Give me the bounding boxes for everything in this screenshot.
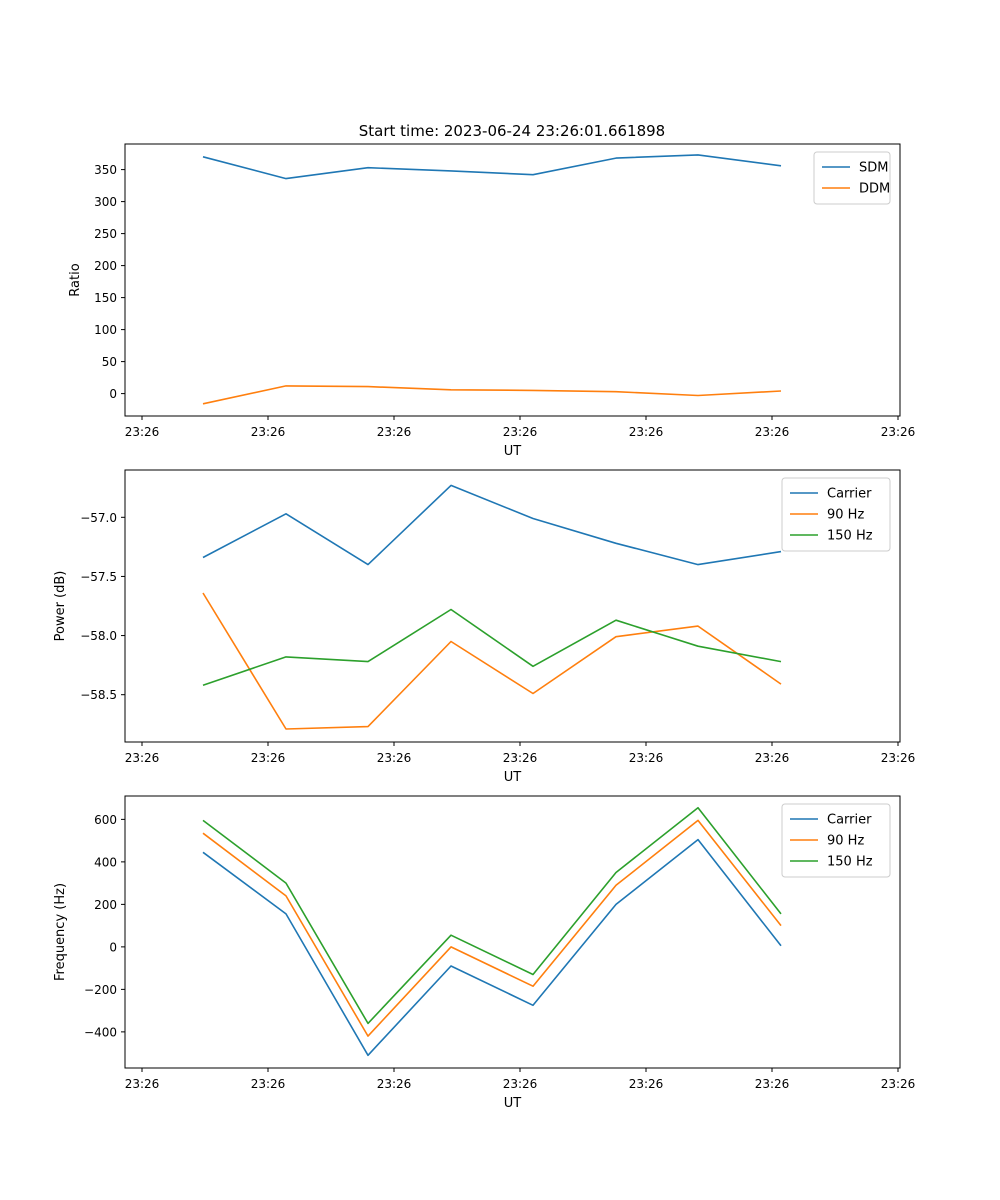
legend-label: DDM	[859, 182, 890, 197]
legend: Carrier 90 Hz 150 Hz	[781, 477, 891, 552]
y-tick-label: 400	[94, 855, 117, 869]
x-tick-label: 23:26	[755, 1077, 790, 1091]
x-tick-label: 23:26	[755, 425, 790, 439]
x-tick-label: 23:26	[503, 425, 538, 439]
y-tick-label: 200	[94, 898, 117, 912]
legend-label: 90 Hz	[827, 508, 864, 523]
x-axis-label: UT	[504, 444, 522, 459]
y-tick-label: −57.0	[80, 511, 117, 525]
legend: Carrier 90 Hz 150 Hz	[781, 803, 891, 878]
legend-label: SDM	[859, 161, 888, 176]
legend-box	[813, 151, 891, 205]
y-tick-label: −58.0	[80, 629, 117, 643]
x-tick-label: 23:26	[881, 751, 916, 765]
y-tick-label: 100	[94, 323, 117, 337]
legend: SDM DDM	[813, 151, 891, 205]
x-tick-label: 23:26	[629, 751, 664, 765]
chart-panel-2: −58.5 −58.0 −57.5 −57.0 23:26 23:26 23:26 23:26…	[53, 469, 916, 785]
x-tick-label: 23:26	[251, 1077, 286, 1091]
x-tick-label: 23:26	[125, 425, 160, 439]
y-tick-label: 150	[94, 291, 117, 305]
y-axis-label: Power (dB)	[53, 571, 68, 642]
y-tick-label: 0	[109, 387, 117, 401]
y-tick-label: 250	[94, 227, 117, 241]
legend-label: Carrier	[827, 813, 872, 828]
plot-frame	[124, 143, 901, 417]
x-tick-label: 23:26	[629, 425, 664, 439]
y-tick-label: 200	[94, 259, 117, 273]
plot-frame	[124, 469, 901, 743]
x-tick-label: 23:26	[503, 751, 538, 765]
x-tick-label: 23:26	[629, 1077, 664, 1091]
x-tick-label: 23:26	[377, 425, 412, 439]
x-tick-label: 23:26	[125, 751, 160, 765]
x-tick-label: 23:26	[251, 425, 286, 439]
x-tick-label: 23:26	[755, 751, 790, 765]
y-tick-label: −57.5	[80, 570, 117, 584]
series-line-sdm	[202, 154, 782, 180]
figure-title: Start time: 2023-06-24 23:26:01.661898	[359, 122, 665, 140]
x-axis-label: UT	[504, 770, 522, 785]
y-axis-label: Ratio	[68, 263, 83, 296]
x-tick-label: 23:26	[881, 425, 916, 439]
plot-frame	[124, 795, 901, 1069]
y-tick-label: −400	[84, 1025, 117, 1039]
x-tick-label: 23:26	[881, 1077, 916, 1091]
legend-box	[781, 803, 891, 878]
y-tick-label: −200	[84, 983, 117, 997]
chart-panel-3: −400 −200 0 200 400 600 23:26 23:26 23:26 23:26 23…	[53, 795, 916, 1111]
legend-label: Carrier	[827, 487, 872, 502]
x-tick-label: 23:26	[377, 751, 412, 765]
series-line-carrier	[202, 838, 782, 1057]
y-tick-label: 600	[94, 813, 117, 827]
legend-label: 90 Hz	[827, 834, 864, 849]
series-line-150-hz	[202, 806, 782, 1025]
series-line-carrier	[202, 484, 782, 566]
series-line-90-hz	[202, 592, 782, 730]
legend-label: 150 Hz	[827, 855, 873, 870]
x-tick-label: 23:26	[251, 751, 286, 765]
y-tick-label: 0	[109, 940, 117, 954]
y-tick-label: 300	[94, 195, 117, 209]
chart-panel-1: 0 50 100 150 200 250 300 350 23:26 23:26 23:26 23:2…	[68, 143, 916, 459]
y-axis-label: Frequency (Hz)	[53, 883, 68, 981]
series-line-90-hz	[202, 819, 782, 1037]
y-tick-label: 50	[102, 355, 117, 369]
series-line-150-hz	[202, 608, 782, 686]
y-tick-label: −58.5	[80, 688, 117, 702]
series-line-ddm	[202, 385, 782, 405]
x-tick-label: 23:26	[503, 1077, 538, 1091]
y-tick-label: 350	[94, 163, 117, 177]
x-axis-label: UT	[504, 1096, 522, 1111]
x-tick-label: 23:26	[377, 1077, 412, 1091]
legend-label: 150 Hz	[827, 529, 873, 544]
legend-box	[781, 477, 891, 552]
x-tick-label: 23:26	[125, 1077, 160, 1091]
